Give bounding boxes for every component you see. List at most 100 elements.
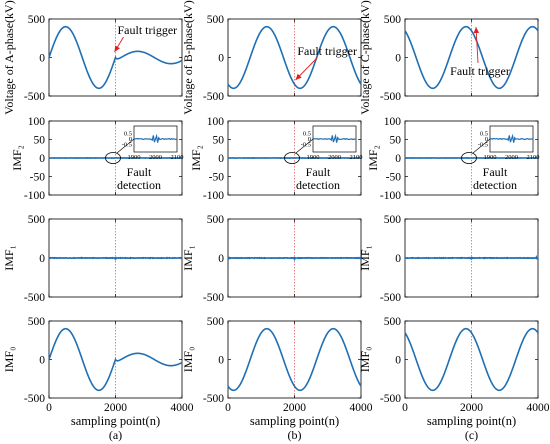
y-tick-label: -50: [386, 172, 402, 184]
y-tick-label: 0: [218, 153, 224, 165]
y-axis-label: Voltage of A-phase(kV): [2, 0, 16, 114]
y-tick-label: 0: [395, 53, 401, 65]
subfigure-label: (b): [288, 428, 302, 442]
y-axis-label: IMF₁: [358, 245, 372, 271]
arrow-head: [114, 45, 120, 52]
y-tick-label: 500: [207, 214, 225, 226]
x-axis-label: sampling point(n): [427, 414, 516, 428]
x-tick-label: 2000: [283, 402, 306, 414]
y-tick-label: -500: [380, 292, 401, 304]
fault-trigger-label: Fault trigger: [297, 44, 357, 58]
fault-detection-label: Fault: [306, 165, 331, 179]
inset-x-tick-label: 1900: [128, 154, 141, 161]
panel-imf2-a: 100500-50-100IMF₂0.50-0.5190020002100Fau…: [10, 116, 184, 202]
x-tick-label: 2000: [460, 402, 483, 414]
inset-x-tick-label: 2100: [527, 154, 540, 161]
y-tick-label: 500: [28, 14, 46, 26]
y-axis-label: IMF₂: [366, 145, 380, 171]
panel-imf1-c: 500 0 -500 IMF₁: [358, 214, 539, 304]
y-tick-label: 0: [39, 253, 45, 265]
fault-detection-label: Fault: [483, 165, 508, 179]
arrow-head: [295, 73, 302, 80]
inset-x-tick-label: 1900: [484, 154, 497, 161]
series-line: [227, 327, 362, 392]
panel-imf2-b: 100500-50-100IMF₂0.50-0.5190020002100Fau…: [189, 116, 363, 202]
panel-voltage-c: 500 0 -500 Voltage of C-phase(kV) Fault trig…: [358, 0, 539, 115]
detection-ellipse: [284, 152, 300, 164]
fault-detection-label: detection: [473, 178, 517, 192]
x-tick-label: 4000: [527, 402, 550, 414]
inset-y-tick-label: 0.5: [480, 131, 488, 138]
inset-pointer-line: [295, 138, 314, 154]
series-line: [227, 255, 362, 262]
inset-y-tick-label: 0: [308, 136, 311, 143]
fault-detection-label: Fault: [127, 165, 152, 179]
subfigure-label: (c): [465, 428, 478, 442]
y-axis-label: IMF₁: [2, 245, 16, 271]
inset-y-tick-label: 0: [129, 136, 132, 143]
y-tick-label: -500: [24, 393, 45, 405]
inset-x-tick-label: 2000: [149, 154, 162, 161]
panel-imf1-b: 500 0 -500 IMF₁: [181, 214, 362, 304]
series-line: [404, 327, 539, 392]
y-tick-label: -100: [24, 190, 45, 202]
y-axis-label: IMF₀: [181, 347, 195, 373]
y-tick-label: 50: [34, 135, 46, 147]
x-tick-label: 2000: [104, 402, 127, 414]
series-line: [48, 256, 183, 261]
fault-trigger-label: Fault trigger: [118, 23, 178, 37]
panel-imf1-a: 500 0 -500 IMF₁: [2, 214, 183, 304]
y-axis-label: IMF₁: [181, 245, 195, 271]
y-tick-label: -500: [380, 91, 401, 103]
y-tick-label: 0: [218, 355, 224, 367]
inset-x-tick-label: 2000: [505, 154, 518, 161]
inset-pointer-line: [472, 138, 491, 154]
y-axis-label: IMF₀: [2, 347, 16, 373]
inset-pointer-line: [116, 138, 135, 154]
inset-x-tick-label: 2100: [171, 154, 184, 161]
y-tick-label: -500: [380, 393, 401, 405]
y-tick-label: 500: [384, 316, 402, 328]
y-tick-label: 100: [28, 116, 46, 128]
y-tick-label: 0: [39, 53, 45, 65]
y-tick-label: 100: [384, 116, 402, 128]
y-tick-label: 0: [395, 355, 401, 367]
series-line: [227, 25, 362, 90]
arrow-head: [473, 27, 480, 34]
y-tick-label: 0: [39, 153, 45, 165]
inset-x-tick-label: 2100: [350, 154, 363, 161]
x-tick-label: 0: [46, 402, 52, 414]
y-tick-label: 500: [28, 214, 46, 226]
y-tick-label: 0: [395, 253, 401, 265]
inset-y-tick-label: 0: [485, 136, 488, 143]
y-axis-label: Voltage of C-phase(kV): [358, 0, 372, 114]
y-tick-label: 500: [207, 14, 225, 26]
y-tick-label: -500: [24, 91, 45, 103]
inset-y-tick-label: 0.5: [124, 131, 132, 138]
y-axis-label: Voltage of B-phase(kV): [181, 0, 195, 114]
detection-ellipse: [461, 152, 477, 164]
y-tick-label: 100: [207, 116, 225, 128]
y-tick-label: 0: [218, 53, 224, 65]
y-axis-label: IMF₂: [189, 145, 203, 171]
inset-y-tick-label: 0.5: [303, 131, 311, 138]
y-tick-label: 0: [218, 253, 224, 265]
panel-voltage-a: 500 0 -500 Voltage of A-phase(kV) Fault trig…: [2, 0, 183, 115]
arrow-line: [475, 26, 479, 64]
detection-ellipse: [105, 152, 121, 164]
fault-detection-label: detection: [296, 178, 340, 192]
y-tick-label: -50: [209, 172, 225, 184]
y-tick-label: 0: [395, 153, 401, 165]
fault-trigger-label: Fault trigger: [450, 64, 510, 78]
y-tick-label: 50: [213, 135, 225, 147]
series-line: [404, 254, 539, 261]
y-tick-label: 500: [28, 316, 46, 328]
x-tick-label: 0: [225, 402, 231, 414]
x-axis-label: sampling point(n): [250, 414, 339, 428]
x-tick-label: 4000: [350, 402, 373, 414]
y-tick-label: -50: [30, 172, 46, 184]
